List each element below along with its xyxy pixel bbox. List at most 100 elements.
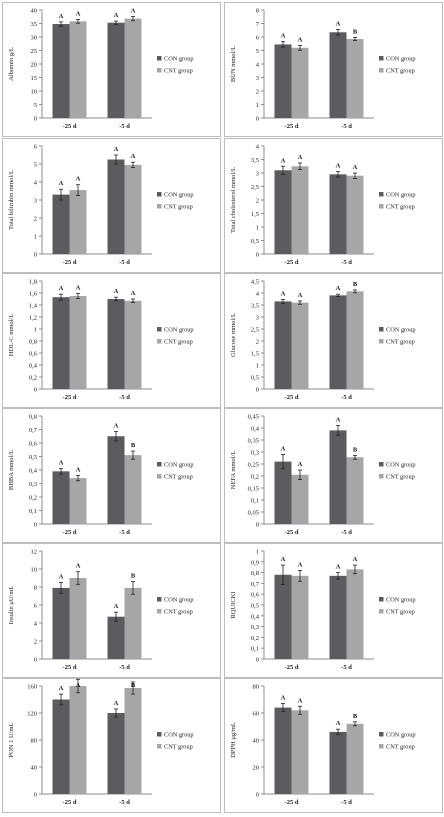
legend-label: CON group (164, 732, 194, 739)
con-bar (52, 24, 70, 118)
significance-letter: A (114, 288, 119, 295)
y-tick-label: 5 (34, 102, 37, 109)
x-tick-label: -25 d (285, 664, 299, 671)
significance-letter: A (76, 466, 81, 473)
legend-swatch (157, 732, 162, 737)
y-tick-label: 0,1 (251, 498, 259, 505)
y-tick-label: 0,45 (248, 414, 259, 421)
significance-letter: A (76, 682, 81, 689)
legend-swatch (379, 732, 384, 737)
legend-label: CON group (386, 732, 416, 739)
y-tick-label: 0,1 (251, 646, 259, 653)
y-tick-label: 8 (34, 585, 37, 592)
cnt-bar (69, 21, 87, 119)
y-tick-label: 10 (31, 89, 38, 96)
chart-panel-10: 0 0,1 0,2 0,3 0,4 0,5 0,6 0,7 0,8 0,9 1 RQUICKI -25 … (224, 543, 443, 678)
y-tick-label: 0,3 (29, 481, 37, 488)
y-tick-label: 160 (27, 684, 37, 691)
y-tick-label: 60 (253, 711, 260, 718)
cnt-bar (124, 300, 142, 389)
x-tick-label: -5 d (341, 799, 352, 806)
con-bar (274, 44, 292, 118)
y-tick-label: 3 (256, 171, 259, 178)
y-tick-label: 0,3 (251, 450, 259, 457)
legend-label: CON group (386, 56, 416, 63)
significance-letter: A (131, 153, 136, 160)
y-axis-title: Glucose mmol/L (230, 313, 237, 357)
y-tick-label: 0,2 (29, 375, 37, 382)
con-bar (329, 430, 347, 524)
y-tick-label: 2,5 (251, 327, 259, 334)
y-tick-label: 0,5 (251, 238, 259, 245)
significance-letter: A (298, 154, 303, 161)
con-bar (329, 174, 347, 254)
cnt-bar (124, 164, 142, 254)
y-axis-title: HDL-C mmol/L (8, 314, 15, 356)
legend-swatch (379, 609, 384, 614)
legend-swatch (157, 474, 162, 479)
significance-letter: A (76, 563, 81, 570)
legend-swatch (157, 609, 162, 614)
legend-label: CNT group (164, 339, 193, 346)
chart-panel-4: 0 0,5 1 1,5 2 2,5 3 3,5 4 Total cholesterol mmol/… (224, 138, 443, 273)
x-tick-label: -5 d (119, 799, 130, 806)
legend-swatch (157, 56, 162, 61)
y-tick-label: 40 (253, 738, 260, 745)
con-bar (274, 574, 292, 659)
x-tick-label: -5 d (119, 394, 130, 401)
con-bar (274, 301, 292, 389)
legend-label: CNT group (386, 68, 415, 75)
y-tick-label: 3,5 (251, 303, 259, 310)
chart-panel-6: 0 0,5 1 1,5 2 2,5 3 3,5 4 4,5 Glucose mmol/L -25 d A… (224, 273, 443, 408)
x-tick-label: -5 d (119, 123, 130, 130)
cnt-bar (69, 578, 87, 659)
significance-letter: A (114, 423, 119, 430)
x-tick-label: -25 d (285, 123, 299, 130)
significance-letter: A (131, 290, 136, 297)
legend-swatch (379, 68, 384, 73)
significance-letter: B (131, 573, 136, 580)
x-tick-label: -5 d (341, 664, 352, 671)
chart-panel-12: 0 20 40 60 80 DPPH μg/mL -25 d A A -5 d A B CON grou… (224, 678, 443, 813)
legend-label: CON group (386, 192, 416, 199)
y-tick-label: 1,6 (29, 291, 38, 298)
y-tick-label: 80 (253, 684, 260, 691)
significance-letter: B (353, 28, 358, 35)
con-bar (107, 159, 125, 254)
significance-letter: A (298, 561, 303, 568)
significance-letter: A (59, 285, 64, 292)
significance-letter: A (281, 290, 286, 297)
legend-label: CON group (164, 327, 194, 334)
y-tick-label: 0,15 (248, 486, 259, 493)
legend-label: CNT group (164, 744, 193, 751)
significance-letter: A (281, 695, 286, 702)
y-tick-label: 40 (31, 8, 38, 15)
cnt-bar (291, 166, 309, 254)
x-tick-label: -5 d (119, 664, 130, 671)
y-tick-label: 1 (34, 327, 37, 334)
legend-label: CNT group (386, 609, 415, 616)
con-bar (107, 616, 125, 659)
y-tick-label: 5 (256, 48, 259, 55)
y-tick-label: 0,5 (29, 454, 37, 461)
legend-label: CNT group (164, 474, 193, 481)
significance-letter: A (59, 574, 64, 581)
y-tick-label: 0,2 (29, 495, 37, 502)
significance-letter: B (353, 446, 358, 453)
con-bar (107, 436, 125, 524)
y-tick-label: 0,6 (29, 441, 38, 448)
y-tick-label: 0,2 (251, 474, 259, 481)
y-axis-title: DPPH μg/mL (230, 722, 237, 758)
cnt-bar (69, 686, 87, 794)
significance-letter: A (131, 7, 136, 14)
y-tick-label: 0 (256, 657, 259, 664)
con-bar (107, 22, 125, 118)
y-tick-label: 0,5 (251, 603, 259, 610)
significance-letter: A (298, 697, 303, 704)
cnt-bar (69, 190, 87, 254)
cnt-bar (346, 39, 364, 118)
significance-letter: A (114, 12, 119, 19)
legend-label: CNT group (386, 204, 415, 211)
y-tick-label: 0,35 (248, 438, 259, 445)
y-tick-label: 0,05 (248, 510, 259, 517)
